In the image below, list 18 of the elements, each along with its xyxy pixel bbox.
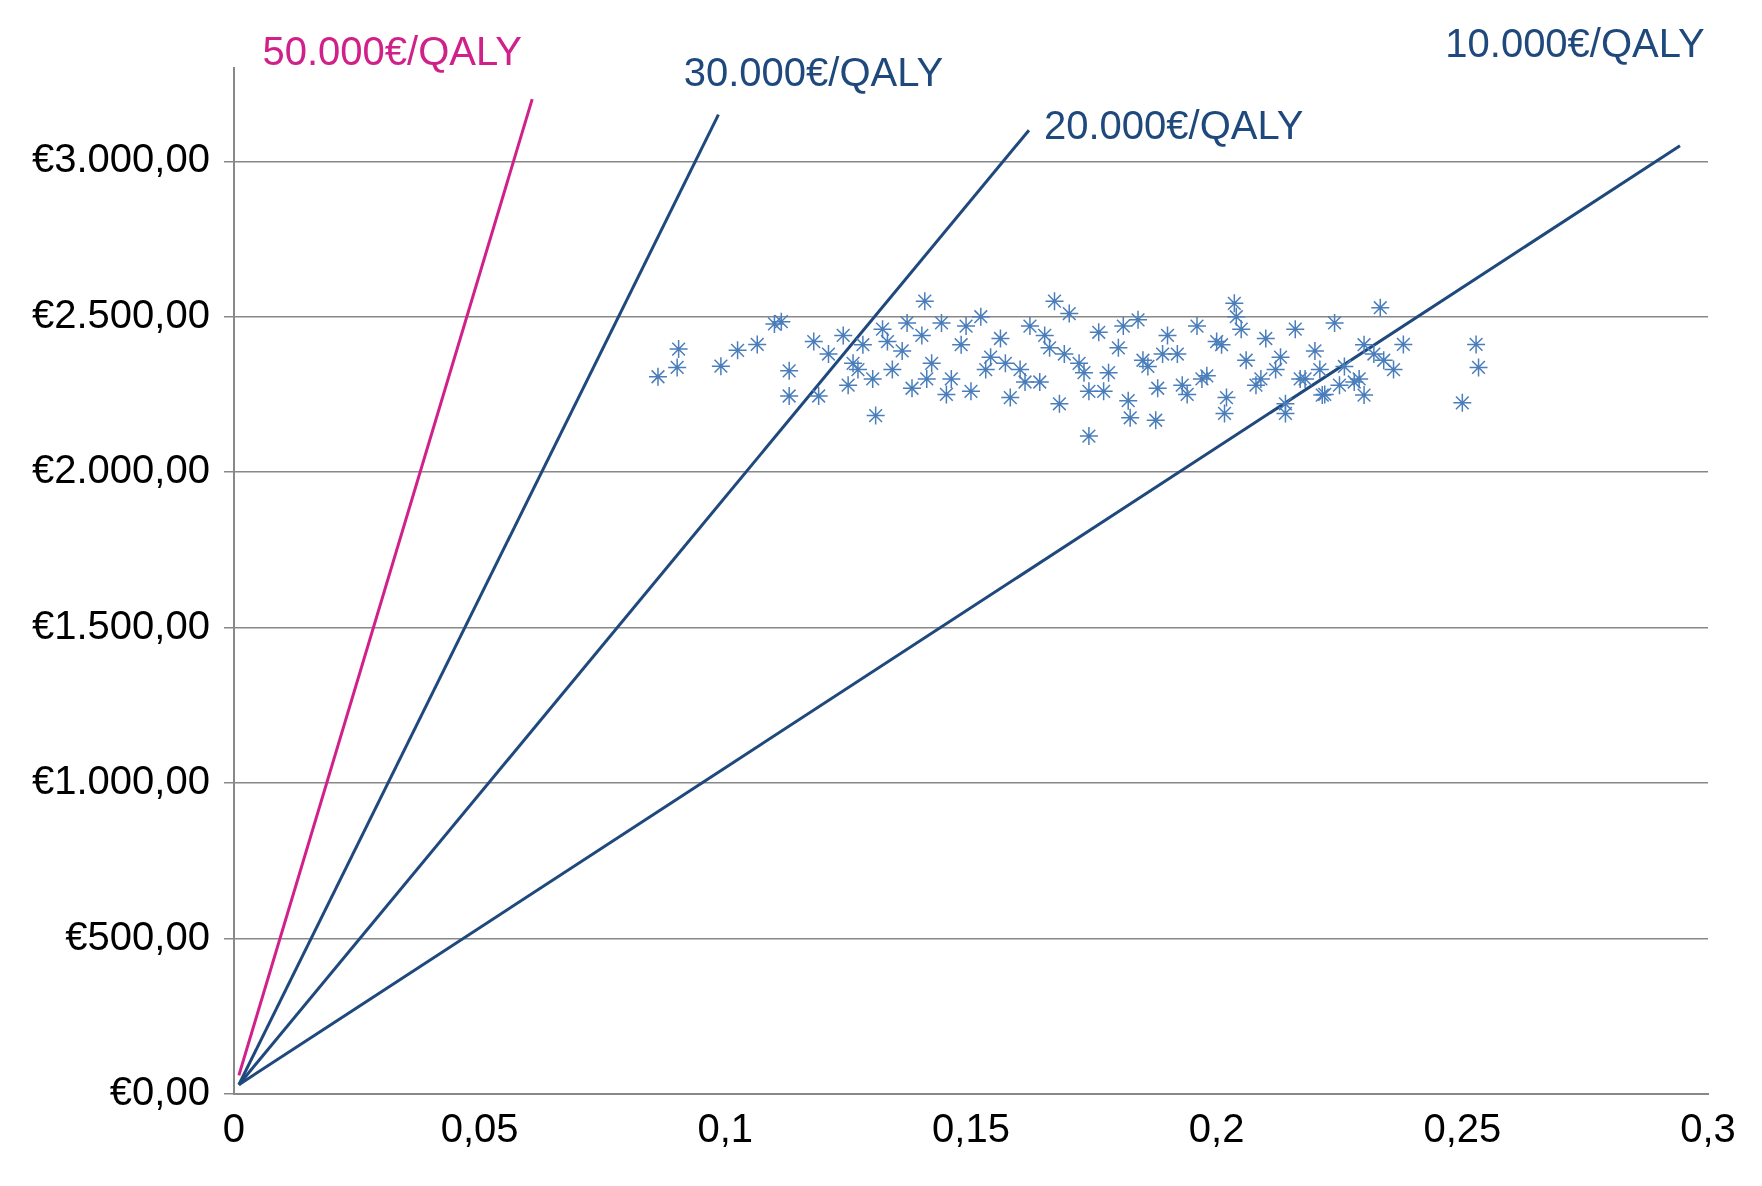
text: 10.000€/QALY bbox=[1445, 20, 1705, 65]
x-tick-label: 0,1 bbox=[697, 1106, 754, 1151]
y-tick-label: €3.000,00 bbox=[32, 136, 210, 181]
series-label: 30.000€/QALY bbox=[683, 49, 944, 94]
y-tick-label: €500,00 bbox=[65, 913, 210, 958]
y-tick-label: €0,00 bbox=[109, 1069, 210, 1114]
x-tick-label: 0,05 bbox=[440, 1106, 519, 1151]
x-tick-label: 0 bbox=[222, 1106, 246, 1151]
x-tick-label: 0,2 bbox=[1188, 1106, 1245, 1151]
series-label: 50.000€/QALY bbox=[262, 29, 522, 74]
x-tick-label: 0,15 bbox=[932, 1106, 1010, 1151]
y-tick-label: €1.000,00 bbox=[32, 758, 210, 803]
y-tick-label: €2.000,00 bbox=[32, 447, 210, 492]
y-tick-label: €2.500,00 bbox=[32, 291, 210, 336]
x-tick-label: 0,3 bbox=[1680, 1106, 1736, 1151]
x-tick-label: 0,25 bbox=[1423, 1106, 1502, 1151]
series-label: 20.000€/QALY bbox=[1043, 103, 1304, 148]
y-tick-label: €1.500,00 bbox=[32, 602, 210, 647]
